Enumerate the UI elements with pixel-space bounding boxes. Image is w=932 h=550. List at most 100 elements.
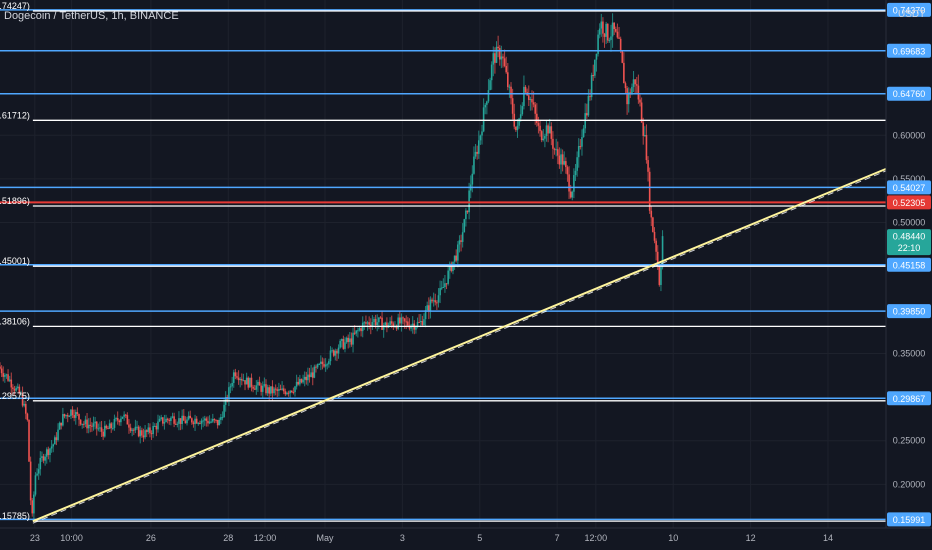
candle: [637, 85, 640, 100]
candle: [560, 154, 562, 165]
currency-label[interactable]: USDT: [898, 9, 926, 20]
candle: [18, 386, 21, 394]
candle: [597, 34, 599, 54]
candle: [440, 287, 443, 289]
candle: [160, 417, 163, 419]
candle: [489, 80, 491, 91]
horizontal-levels[interactable]: [0, 9, 886, 521]
candle: [434, 300, 437, 303]
candle: [336, 350, 338, 354]
candle: [149, 427, 151, 434]
candle: [329, 350, 332, 362]
candle: [178, 418, 180, 424]
candle: [94, 421, 96, 424]
candle: [237, 377, 240, 381]
candle: [616, 31, 619, 38]
price-badges: 0.74370 0.69683 0.64760 0.54027 0.52305 0.451…: [887, 2, 931, 527]
x-tick-label: 28: [223, 533, 233, 543]
candle: [448, 263, 451, 271]
x-tick-label: 23: [30, 533, 40, 543]
x-tick-label: 5: [477, 533, 482, 543]
candle: [379, 317, 382, 319]
x-tick-label: May: [316, 533, 334, 543]
candle: [619, 38, 622, 51]
last-price-badge: [887, 229, 931, 256]
y-tick-label: 0.20000: [893, 479, 926, 489]
candle: [305, 376, 308, 381]
candle: [253, 388, 256, 390]
candle: [594, 59, 596, 76]
candle: [316, 364, 319, 368]
candle: [166, 418, 169, 420]
candle: [490, 64, 493, 81]
candle: [576, 157, 578, 171]
candle: [587, 95, 590, 116]
level-price-label: 0.74370: [893, 5, 926, 15]
candle: [511, 98, 514, 114]
candle: [34, 475, 37, 495]
y-tick-label: 0.50000: [893, 218, 926, 228]
candle: [36, 473, 38, 476]
level-price-label: 0.39850: [893, 307, 926, 317]
candle: [176, 423, 179, 425]
candle: [311, 372, 314, 378]
candle: [569, 191, 572, 198]
candle: [655, 240, 657, 252]
candle: [236, 376, 238, 378]
candle: [266, 387, 269, 394]
level-price-badge: [887, 512, 931, 527]
candle: [521, 106, 524, 115]
candle: [519, 114, 522, 119]
candle: [234, 372, 237, 377]
candle: [66, 415, 69, 417]
candle: [463, 219, 466, 233]
candle: [474, 151, 477, 157]
candle: [247, 377, 250, 388]
candle: [12, 387, 14, 390]
candle: [635, 84, 638, 86]
candle: [152, 425, 154, 434]
y-tick-label: 0.25000: [893, 436, 926, 446]
level-price-label: 0.45158: [893, 260, 926, 270]
candle: [115, 417, 117, 420]
candle: [647, 160, 649, 172]
candle: [410, 325, 412, 329]
candle: [398, 317, 401, 324]
candle: [297, 381, 300, 385]
candle: [400, 317, 403, 324]
level-price-badge: [887, 304, 931, 319]
candle: [661, 236, 664, 268]
candle: [216, 419, 219, 426]
trendline-line[interactable]: [32, 167, 887, 523]
candle: [473, 156, 475, 174]
candle: [436, 302, 438, 304]
candle: [577, 146, 580, 158]
candle: [548, 126, 551, 134]
candle: [57, 429, 59, 440]
candle: [54, 437, 56, 445]
candle: [65, 415, 67, 417]
candle: [7, 374, 9, 381]
candle: [187, 415, 190, 420]
candle: [645, 134, 648, 161]
candle: [544, 136, 546, 139]
candle: [270, 386, 272, 394]
candle: [16, 386, 19, 388]
candle: [124, 414, 127, 416]
candle: [476, 151, 478, 154]
candle: [181, 415, 183, 424]
fib-retracement[interactable]: 1(0.74247) 0.786(0.61712) 0.618(0.51896) 0.…: [0, 1, 886, 522]
candle: [287, 392, 290, 394]
candle: [381, 317, 383, 330]
time-axis[interactable]: [0, 528, 932, 550]
candle: [618, 37, 620, 39]
candle: [71, 409, 74, 416]
candle: [163, 422, 166, 424]
candle: [184, 420, 187, 424]
candle: [232, 372, 235, 383]
candle: [70, 409, 72, 417]
trendline[interactable]: [32, 167, 887, 524]
last-price-label: 0.48440: [893, 232, 926, 242]
candle: [461, 232, 464, 242]
